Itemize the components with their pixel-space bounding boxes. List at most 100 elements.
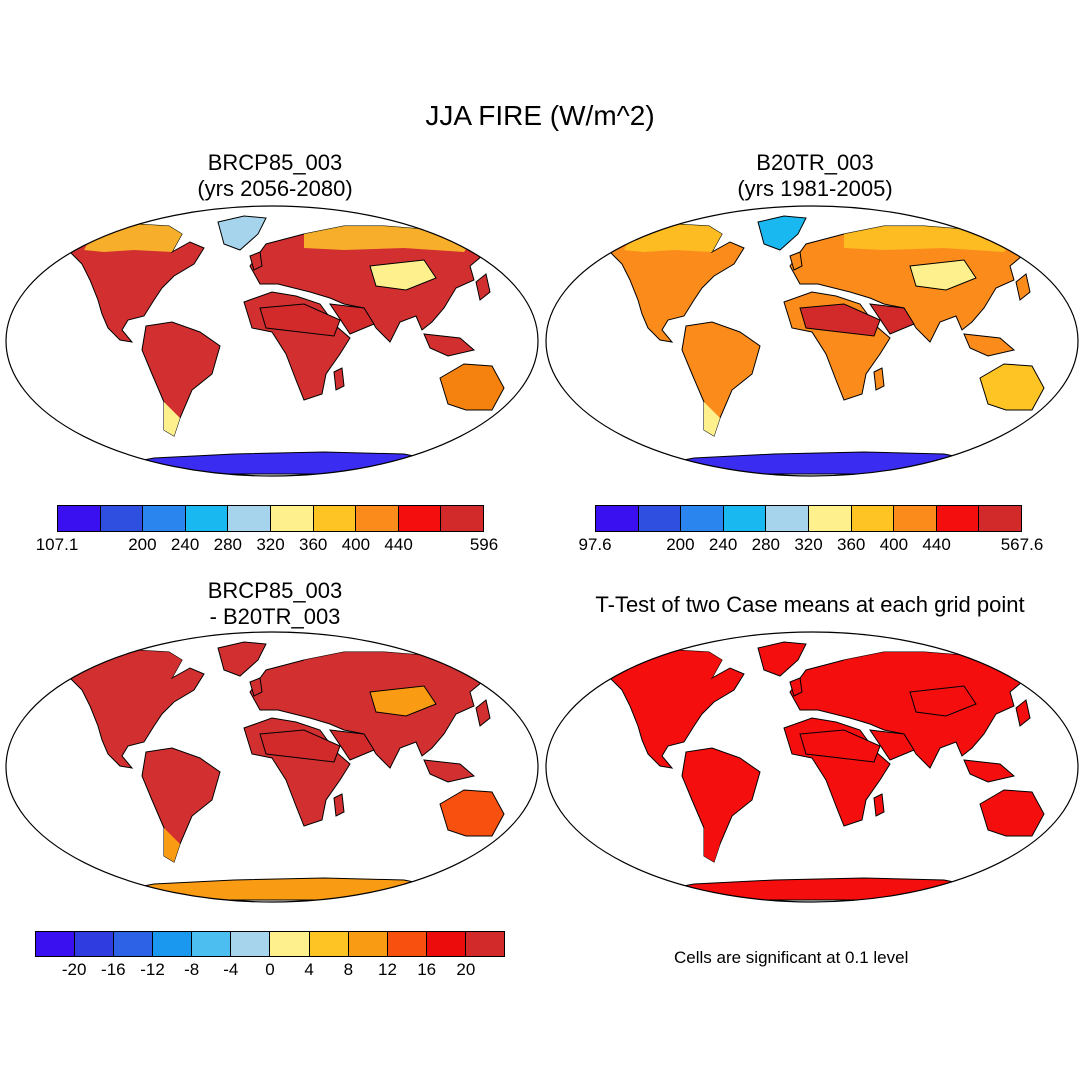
map-panel-3 — [5, 631, 539, 903]
nz-landmass — [1043, 411, 1057, 431]
map-outline — [545, 631, 1079, 903]
significance-note: Cells are significant at 0.1 level — [674, 948, 909, 967]
tibet-landmass — [909, 259, 977, 291]
colorbar-1-tick-label: 596 — [469, 535, 499, 554]
colorbar-1-swatch — [313, 506, 357, 531]
colorbar-1-tick-label: 200 — [128, 535, 157, 554]
map-outline — [545, 205, 1079, 477]
uk-landmass — [249, 251, 263, 271]
colorbar-3-tick-label: 16 — [417, 960, 437, 979]
sahara-landmass — [799, 729, 881, 763]
colorbar-3-swatch — [114, 932, 154, 956]
colorbar-2-swatch — [638, 506, 682, 531]
australia-landmass — [439, 789, 505, 837]
colorbar-2-swatch — [851, 506, 895, 531]
map-outline — [5, 631, 539, 903]
colorbar-3-tick-label: 8 — [343, 960, 354, 979]
japan-landmass — [475, 273, 491, 301]
patagonia-region — [164, 828, 180, 862]
colorbar-2-tick-label: 567.6 — [1000, 535, 1044, 554]
madag-landmass — [873, 793, 885, 817]
arabia-landmass — [868, 303, 915, 335]
nz-landmass — [1043, 837, 1057, 857]
panel-1-title-line2: (yrs 2056-2080) — [197, 176, 353, 201]
colorbar-3-swatch — [426, 932, 466, 956]
indo-landmass — [423, 759, 476, 783]
sahara-landmass — [799, 303, 881, 337]
arabia-landmass — [328, 729, 375, 761]
madag-landmass — [873, 367, 885, 391]
colorbar-3-swatch — [75, 932, 115, 956]
colorbar-3-tick-label: -16 — [101, 960, 126, 979]
colorbar-2-tick-label: 400 — [879, 535, 909, 554]
colorbar-3-swatch — [465, 932, 504, 956]
tibet-landmass — [369, 259, 437, 291]
eurasia-landmass — [789, 651, 1029, 769]
indo-landmass — [963, 333, 1016, 357]
colorbar-3-swatch — [348, 932, 388, 956]
colorbar-1-tick-label: 440 — [384, 535, 413, 554]
patagonia-region — [164, 402, 180, 436]
colorbar-3-tick-label: 20 — [456, 960, 476, 979]
colorbar-1-swatch — [441, 506, 483, 531]
panel-3-title: BRCP85_003 - B20TR_003 — [150, 578, 400, 630]
colorbar-2-swatch — [979, 506, 1021, 531]
colorbar-2-swatch — [596, 506, 639, 531]
colorbar-1-swatch — [270, 506, 314, 531]
uk-landmass — [249, 677, 263, 697]
colorbar-3-swatch — [192, 932, 232, 956]
japan-landmass — [1015, 273, 1031, 301]
colorbar-1-swatch — [100, 506, 144, 531]
colorbar-3-tick-label: 4 — [304, 960, 314, 979]
eurasia-landmass — [789, 225, 1029, 343]
colorbar-2-swatch — [894, 506, 937, 531]
colorbar-2-tick-label: 97.6 — [578, 535, 612, 554]
colorbar-3-swatch — [36, 932, 76, 956]
greenland-landmass — [757, 641, 807, 677]
panel-2-title-line1: B20TR_003 — [756, 150, 874, 175]
australia-landmass — [439, 363, 505, 411]
greenland-landmass — [217, 215, 267, 251]
colorbar-1-tick-label: 107.1 — [35, 535, 79, 554]
panel-4-title: T-Test of two Case means at each grid po… — [555, 592, 1065, 618]
nz-landmass — [503, 837, 517, 857]
colorbar-2-swatch — [808, 506, 852, 531]
panel-1-title-line1: BRCP85_003 — [207, 150, 343, 175]
nz-landmass — [503, 411, 517, 431]
sahara-landmass — [259, 729, 341, 763]
japan-landmass — [1015, 699, 1031, 727]
colorbar-2-tick-label: 360 — [837, 535, 866, 554]
panel-2-title: B20TR_003 (yrs 1981-2005) — [690, 150, 940, 202]
colorbar-2-swatch — [936, 506, 980, 531]
colorbar-1-swatch — [58, 506, 101, 531]
colorbar-3-swatch — [270, 932, 310, 956]
colorbar-3-tick-label: -12 — [140, 960, 165, 979]
colorbar-1-tick-label: 240 — [170, 535, 200, 554]
colorbar-3-tick-label: -20 — [61, 960, 87, 979]
colorbar-3-swatch — [309, 932, 349, 956]
colorbar-1-swatch — [356, 506, 399, 531]
panel-3-title-line2: - B20TR_003 — [209, 604, 341, 629]
panel-1-title: BRCP85_003 (yrs 2056-2080) — [150, 150, 400, 202]
colorbar-1-tick-label: 320 — [256, 535, 285, 554]
tibet-landmass — [369, 685, 437, 717]
japan-landmass — [475, 699, 491, 727]
uk-landmass — [789, 677, 803, 697]
colorbar-2-swatch — [766, 506, 809, 531]
sahara-landmass — [259, 303, 341, 337]
colorbar-3-tick-label: -8 — [184, 960, 200, 979]
panel-4-title-line1: T-Test of two Case means at each grid po… — [595, 592, 1025, 617]
arabia-landmass — [868, 729, 915, 761]
colorbar-2-swatch — [723, 506, 767, 531]
patagonia-region — [704, 402, 720, 436]
colorbar-1-swatch — [228, 506, 271, 531]
siberia-region — [844, 226, 1014, 252]
figure-title: JJA FIRE (W/m^2) — [425, 100, 655, 131]
siberia-region — [304, 652, 474, 678]
eurasia-landmass — [249, 225, 489, 343]
colorbar-1-tick-label: 280 — [213, 535, 242, 554]
colorbar-3-tick-label: 0 — [265, 960, 275, 979]
uk-landmass — [789, 251, 803, 271]
colorbar-2-tick-label: 440 — [922, 535, 951, 554]
arabia-landmass — [328, 303, 375, 335]
